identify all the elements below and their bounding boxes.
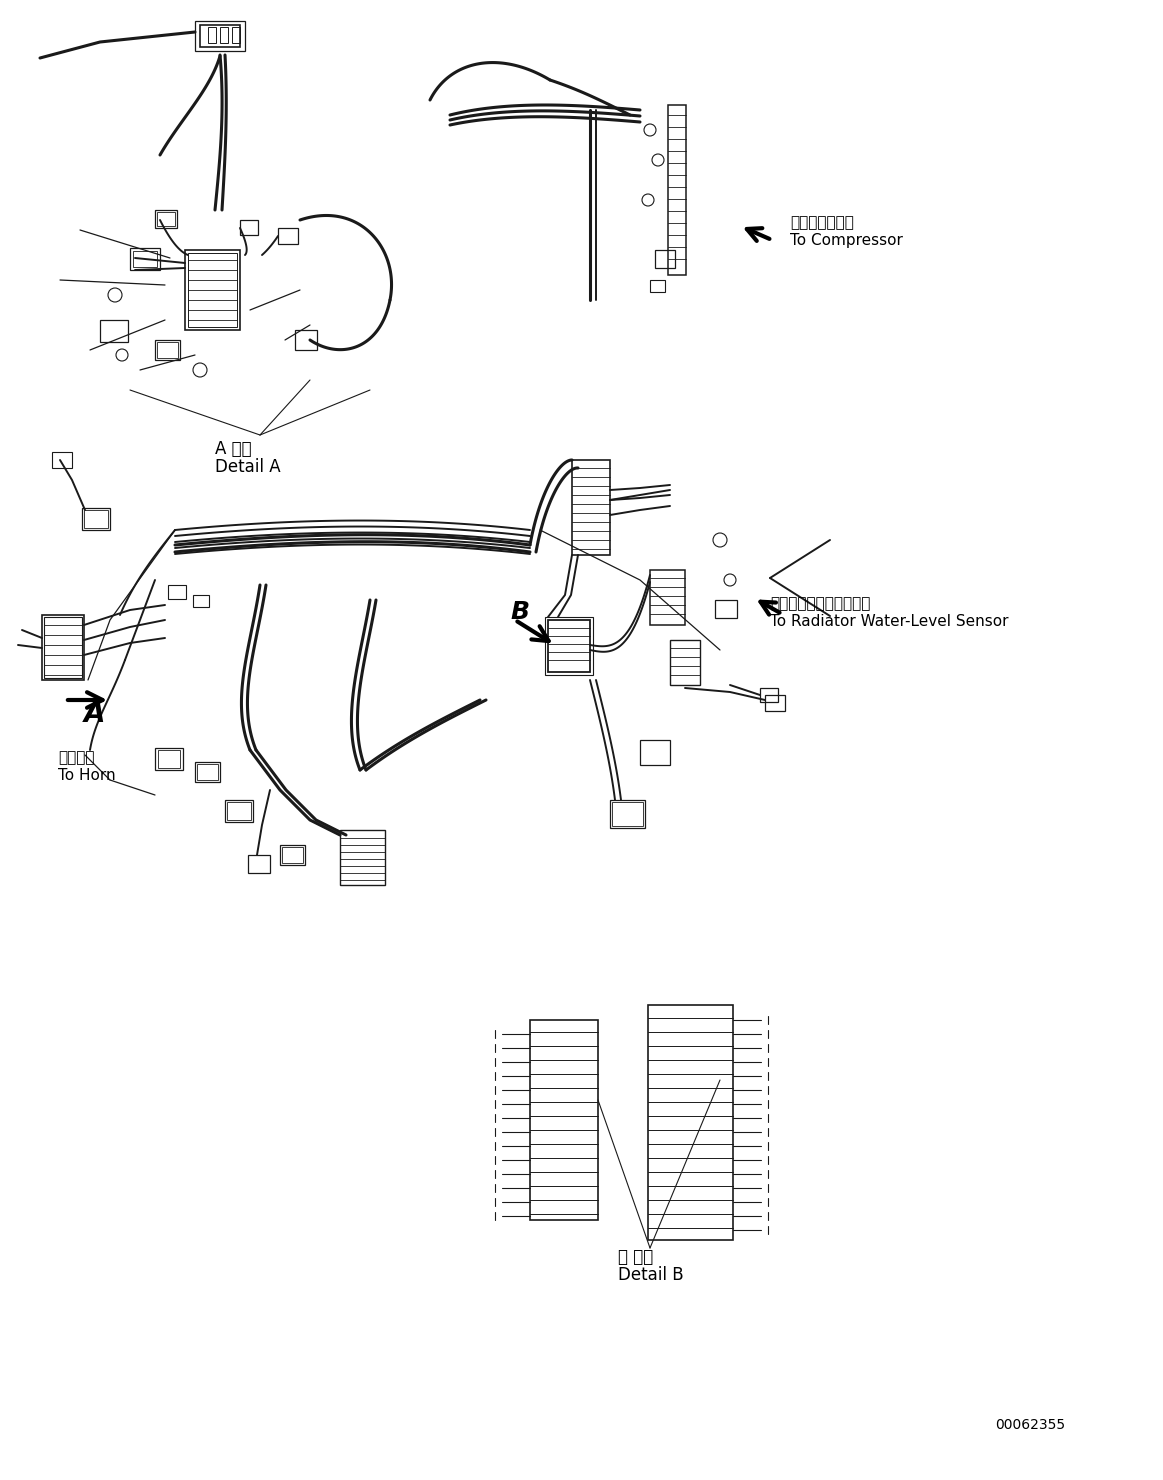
Bar [340,830,385,885]
Bar [42,616,84,679]
Bar [83,508,110,530]
Bar [197,764,217,780]
Bar [240,221,258,235]
Bar [158,750,180,768]
Bar [44,617,83,678]
Bar [668,105,686,275]
Bar [52,451,72,468]
Bar [612,802,643,826]
Bar [195,762,220,781]
Bar [280,845,305,864]
Bar [227,802,251,820]
Bar [224,801,254,821]
Bar [84,511,108,528]
Bar [650,280,665,292]
Text: To Horn: To Horn [58,768,115,783]
Bar [611,801,645,827]
Bar [157,212,174,226]
Bar [195,21,245,50]
Text: Detail B: Detail B [618,1265,684,1285]
Text: ホーンへ: ホーンへ [58,750,94,765]
Bar [231,27,240,43]
Bar [281,847,304,863]
Bar [715,599,737,619]
Text: 日 詳細: 日 詳細 [618,1248,654,1265]
Bar [295,330,317,349]
Bar [130,249,160,269]
Bar [193,595,209,607]
Text: To Radiator Water-Level Sensor: To Radiator Water-Level Sensor [770,614,1008,629]
Bar [200,25,240,47]
Bar [248,855,270,873]
Text: Detail A: Detail A [215,457,280,477]
Bar [208,27,216,43]
Bar [185,250,240,330]
Bar [155,340,180,360]
Bar [545,617,593,675]
Bar [765,696,785,710]
Bar [155,747,183,770]
Bar [155,210,177,228]
Bar [648,1005,733,1240]
Text: B: B [511,599,529,625]
Text: A 詳細: A 詳細 [215,440,251,457]
Text: 00062355: 00062355 [996,1418,1065,1433]
Bar [548,620,590,672]
Bar [167,585,186,599]
Text: A: A [84,700,106,728]
Bar [220,27,228,43]
Bar [670,639,700,685]
Bar [278,228,298,244]
Bar [759,688,778,702]
Text: ラジエータ水位センサへ: ラジエータ水位センサへ [770,596,870,611]
Bar [133,252,157,266]
Bar [157,342,178,358]
Text: To Compressor: To Compressor [790,232,902,249]
Bar [572,460,611,555]
Bar [188,253,237,327]
Text: コンプレッサへ: コンプレッサへ [790,215,854,229]
Bar [655,250,675,268]
Bar [530,1020,598,1220]
Bar [650,570,685,625]
Bar [100,320,128,342]
Bar [640,740,670,765]
